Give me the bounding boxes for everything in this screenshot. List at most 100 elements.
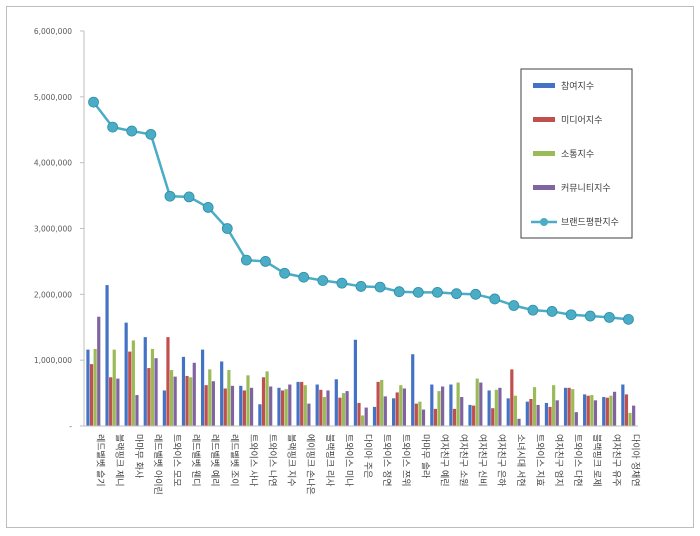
bar-1 (487, 390, 491, 426)
legend-label: 브랜드평판지수 (561, 217, 619, 228)
bar-2 (242, 390, 246, 426)
bar-3 (494, 389, 498, 426)
bar-2 (452, 408, 457, 426)
bar-4 (593, 400, 598, 426)
legend-swatch (533, 151, 555, 156)
bar-2 (586, 395, 590, 426)
x-tick-label: 레드벨벳 슬기 (95, 434, 106, 487)
line-point (393, 286, 405, 298)
bar-3 (361, 415, 365, 426)
bar-3 (322, 397, 326, 426)
bar-2 (395, 392, 399, 426)
bar-4 (269, 386, 273, 426)
bar-4 (364, 407, 368, 426)
legend-label: 소통지수 (561, 149, 594, 160)
x-tick-label: 트와이스 다현 (572, 434, 584, 487)
y-tick-label: 6,000,000 (34, 27, 72, 36)
x-tick-label: 레드벨벳 조이 (228, 434, 239, 487)
bar-2 (605, 397, 609, 426)
bar-1 (296, 381, 300, 426)
x-tick-label: 여자친구 유주 (610, 434, 622, 487)
bar-4 (383, 396, 387, 426)
bar-2 (529, 399, 533, 426)
x-tick-label: 트와이스 정연 (381, 434, 393, 487)
bar-2 (376, 381, 380, 426)
legend-swatch (533, 185, 555, 190)
x-tick-label: 레드벨벳 웬디 (190, 434, 201, 487)
bar-2 (338, 397, 342, 426)
line-point (546, 306, 558, 317)
line-point (412, 286, 424, 298)
bar-3 (131, 340, 135, 426)
bar-1 (181, 356, 186, 426)
x-tick-label: 여자친구 소원 (458, 434, 470, 487)
bar-3 (475, 378, 479, 426)
bar-2 (300, 381, 304, 426)
bar-4 (574, 412, 578, 426)
legend-label: 참여지수 (561, 80, 594, 92)
bar-3 (456, 382, 460, 426)
bar-4 (116, 378, 120, 426)
bar-3 (284, 389, 288, 426)
bar-2 (280, 390, 285, 426)
line-point (470, 288, 482, 300)
y-tick-label: 5,000,000 (34, 93, 72, 102)
bar-series-group (86, 285, 636, 426)
bar-1 (143, 337, 147, 426)
bar-1 (200, 349, 205, 426)
line-point (107, 121, 119, 133)
bar-2 (433, 408, 438, 426)
line-point (355, 281, 367, 292)
bar-4 (307, 403, 311, 426)
legend-label: 미디어지수 (561, 115, 602, 126)
bar-2 (166, 337, 170, 426)
line-point (584, 310, 596, 322)
bar-1 (353, 339, 357, 426)
bar-3 (341, 393, 346, 426)
line-point (240, 254, 252, 266)
bar-2 (491, 408, 495, 426)
bar-3 (246, 375, 250, 426)
y-tick-label: - (69, 422, 72, 431)
line-point (126, 125, 138, 137)
x-tick-label: 여자친구 예린 (438, 434, 450, 487)
x-tick-label: 레드벨벳 아이린 (152, 434, 163, 495)
x-tick-label: 트와이스 미나 (343, 434, 355, 487)
bar-2 (414, 403, 418, 426)
bar-1 (506, 398, 510, 426)
bar-3 (208, 369, 212, 426)
bar-2 (204, 385, 208, 426)
bar-4 (173, 376, 177, 426)
bar-3 (112, 349, 116, 426)
bar-2 (548, 406, 552, 426)
bar-2 (223, 388, 227, 426)
bar-1 (468, 404, 472, 426)
line-point (202, 202, 214, 213)
x-tick-label: 블랙핑크 제니 (114, 434, 125, 487)
bar-3 (609, 395, 613, 426)
bar-4 (230, 385, 235, 426)
y-tick-label: 4,000,000 (34, 159, 72, 168)
line-point (298, 271, 310, 283)
bar-1 (258, 404, 262, 426)
x-tick-label: 마마무 화사 (133, 434, 144, 479)
line-point (527, 304, 539, 316)
bar-3 (437, 391, 441, 426)
y-tick-label: 1,000,000 (34, 356, 72, 365)
line-point (336, 277, 348, 289)
bar-4 (612, 391, 617, 426)
bar-3 (571, 389, 575, 426)
x-tick-label: 여자친구 신비 (477, 434, 489, 487)
bar-1 (449, 384, 453, 426)
bar-4 (479, 382, 483, 426)
bar-2 (147, 368, 151, 426)
bar-3 (418, 401, 422, 426)
bar-4 (154, 358, 158, 426)
bar-1 (277, 387, 281, 426)
y-tick-label: 3,000,000 (34, 225, 72, 234)
line-point (489, 293, 501, 305)
bar-1 (544, 402, 549, 426)
bar-1 (124, 322, 128, 426)
bar-4 (421, 409, 426, 426)
